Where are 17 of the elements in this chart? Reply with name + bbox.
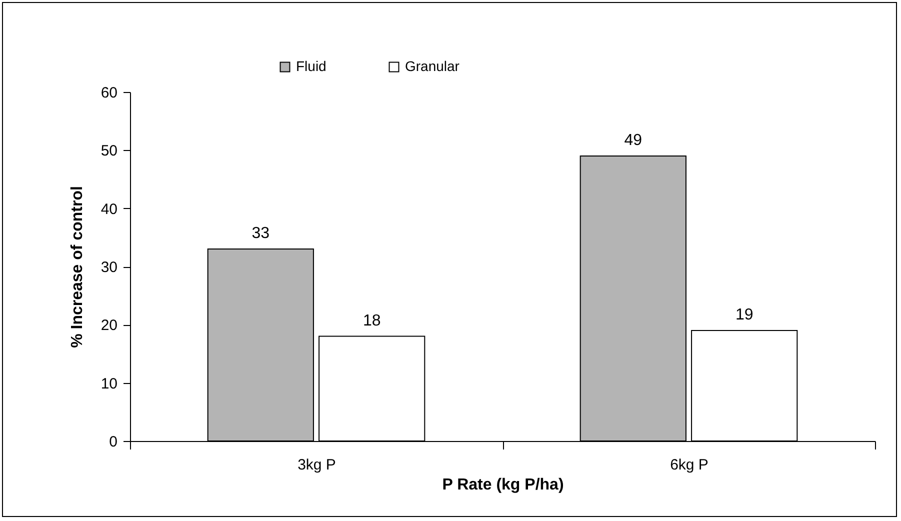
- y-tick-label: 30: [100, 259, 118, 276]
- data-label: 18: [362, 312, 381, 330]
- data-label: 19: [735, 306, 754, 324]
- y-tick-label: 0: [109, 434, 118, 450]
- x-tick-label: 3kg P: [298, 456, 336, 474]
- x-tick-label: 6kg P: [670, 456, 708, 474]
- legend-label: Fluid: [296, 58, 326, 74]
- y-tick-label: 10: [100, 375, 118, 392]
- y-axis-title: % Increase of control: [68, 186, 86, 348]
- y-tick-label: 40: [100, 200, 118, 218]
- y-tick-label: 60: [100, 84, 118, 102]
- y-tick-label: 50: [100, 142, 118, 160]
- data-label: 49: [624, 132, 642, 149]
- legend-label: Granular: [405, 58, 460, 74]
- y-tick-label: 20: [100, 317, 118, 334]
- x-axis-title: P Rate (kg P/ha): [442, 476, 564, 494]
- data-label: 33: [252, 225, 270, 242]
